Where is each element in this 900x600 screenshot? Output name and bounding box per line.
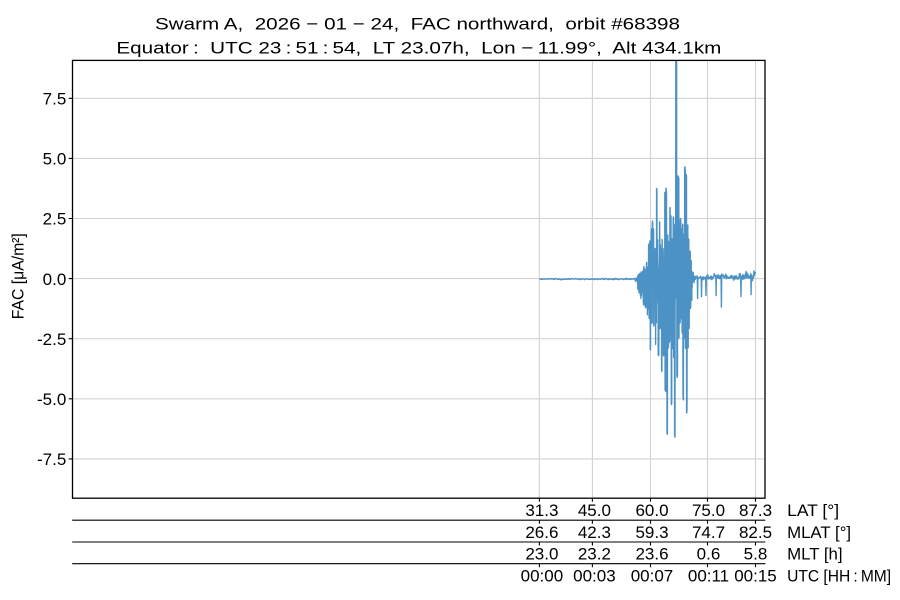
svg-text:00:07: 00:07 xyxy=(631,566,674,585)
svg-text:87.3: 87.3 xyxy=(739,501,772,520)
svg-text:-2.5: -2.5 xyxy=(37,330,66,349)
svg-text:60.0: 60.0 xyxy=(635,501,668,520)
svg-text:0.0: 0.0 xyxy=(43,270,67,289)
svg-text:23.2: 23.2 xyxy=(578,545,611,564)
svg-text:26.6: 26.6 xyxy=(525,523,558,542)
svg-text:23.0: 23.0 xyxy=(525,545,558,564)
svg-text:00:03: 00:03 xyxy=(573,566,616,585)
svg-text:Equator : UTC 23 : 51 : 54,: Equator : UTC 23 : 51 : 54, LT 23.07h, L… xyxy=(116,38,721,57)
svg-text:00:15: 00:15 xyxy=(734,566,777,585)
svg-text:31.3: 31.3 xyxy=(525,501,558,520)
svg-text:23.6: 23.6 xyxy=(635,545,668,564)
svg-text:74.7: 74.7 xyxy=(692,523,725,542)
svg-text:75.0: 75.0 xyxy=(692,501,725,520)
svg-text:42.3: 42.3 xyxy=(578,523,611,542)
svg-text:-7.5: -7.5 xyxy=(37,450,66,469)
svg-text:MLT [h]: MLT [h] xyxy=(787,545,843,564)
svg-text:7.5: 7.5 xyxy=(43,90,67,109)
svg-text:5.0: 5.0 xyxy=(43,150,67,169)
svg-text:UTC [HH : MM]: UTC [HH : MM] xyxy=(787,566,891,585)
svg-text:59.3: 59.3 xyxy=(635,523,668,542)
svg-text:MLAT [°]: MLAT [°] xyxy=(787,523,851,542)
svg-text:00:11: 00:11 xyxy=(688,566,729,585)
svg-text:Swarm A, 2026 − 01 − 24, FAC: Swarm A, 2026 − 01 − 24, FAC northward, … xyxy=(155,14,680,33)
svg-text:5.8: 5.8 xyxy=(744,545,768,564)
svg-text:00:00: 00:00 xyxy=(521,566,564,585)
svg-text:2.5: 2.5 xyxy=(43,210,67,229)
svg-text:45.0: 45.0 xyxy=(578,501,611,520)
svg-text:LAT [°]: LAT [°] xyxy=(787,501,839,520)
svg-text:82.5: 82.5 xyxy=(739,523,772,542)
svg-text:-5.0: -5.0 xyxy=(37,390,66,409)
svg-text:0.6: 0.6 xyxy=(697,545,721,564)
svg-text:FAC [μA/m²]: FAC [μA/m²] xyxy=(9,233,28,319)
